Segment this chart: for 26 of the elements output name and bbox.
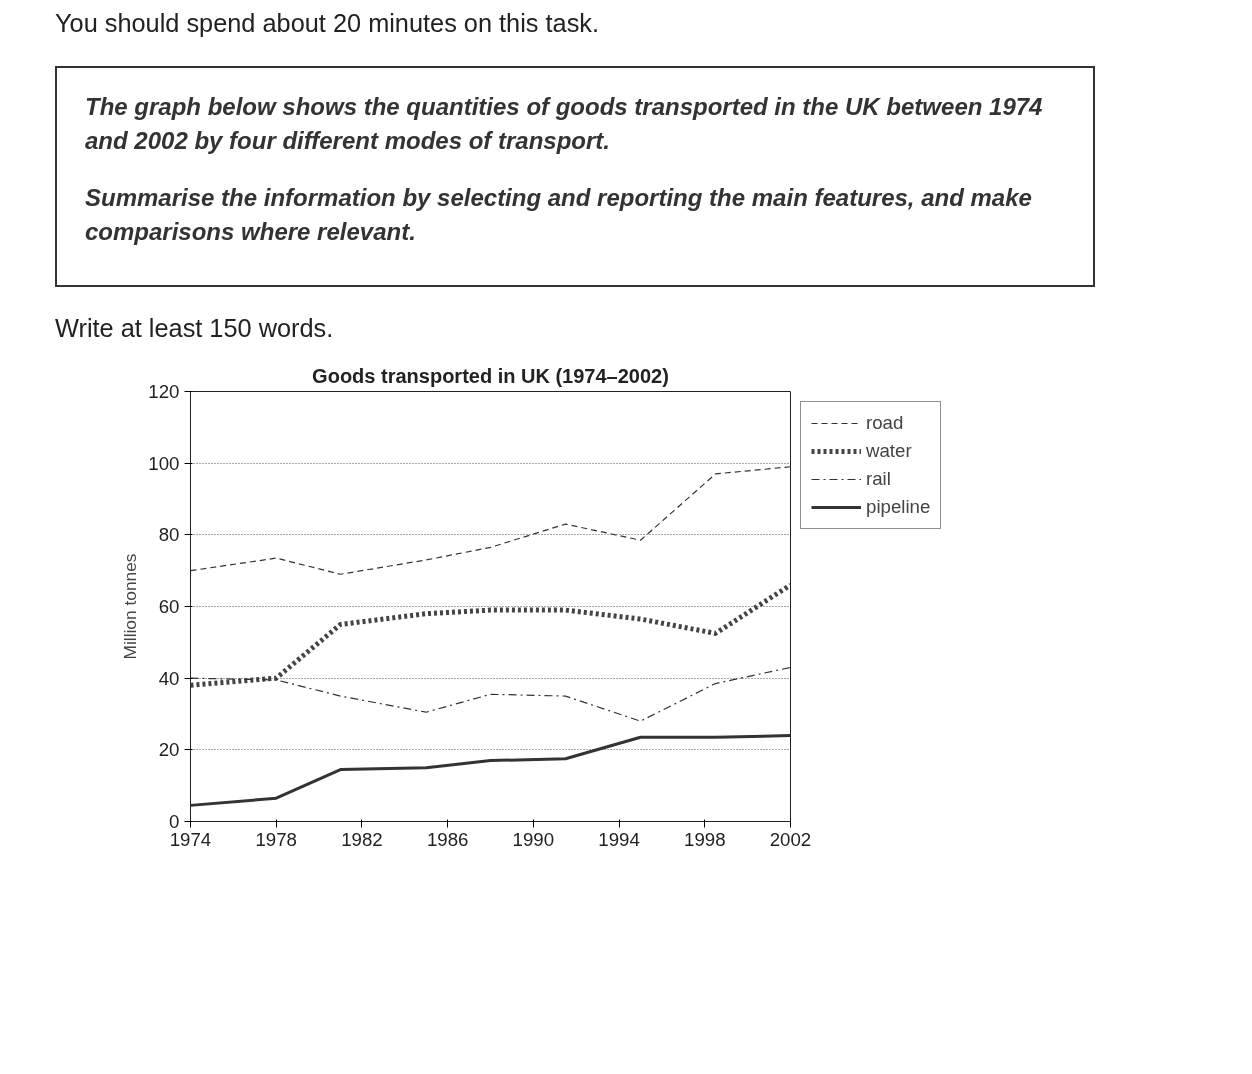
text: Summarise the information by selecting and reporting the main features, and make comparisons where relevant.: [85, 182, 1033, 247]
x-tick-label: 1994: [598, 828, 640, 850]
line-series: [190, 466, 791, 576]
x-tick-label: 1986: [426, 828, 469, 850]
legend-label: pipeline: [866, 496, 931, 519]
x-tick-label: 1982: [341, 828, 383, 850]
y-tick-label: 60: [158, 596, 180, 618]
y-tick-label: 40: [158, 668, 180, 690]
chart-title: Goods transported in UK (1974–2002): [312, 364, 669, 387]
y-tick-label: 80: [158, 524, 180, 546]
line-series: [190, 667, 791, 723]
text: Write at least 150 words.: [55, 313, 334, 345]
legend-label: rail: [866, 468, 891, 491]
text: You should spend about 20 minutes on this task.: [55, 8, 599, 39]
y-tick-label: 120: [148, 381, 180, 403]
text: The graph below shows the quantities of goods transported in the UK between 1974 and 2002 by four different modes of transport.: [85, 92, 1044, 157]
y-tick-label: 20: [158, 739, 180, 761]
x-tick-label: 1990: [512, 828, 555, 850]
y-tick-label: 100: [148, 453, 180, 475]
y-axis-title: Million tonnes: [120, 553, 141, 660]
x-tick-label: 1998: [684, 828, 726, 850]
line-series: [190, 734, 791, 808]
legend-label: road: [866, 412, 904, 435]
x-tick-label: 2002: [769, 828, 812, 850]
legend-label: water: [866, 440, 912, 463]
x-tick-label: 1978: [255, 828, 297, 850]
